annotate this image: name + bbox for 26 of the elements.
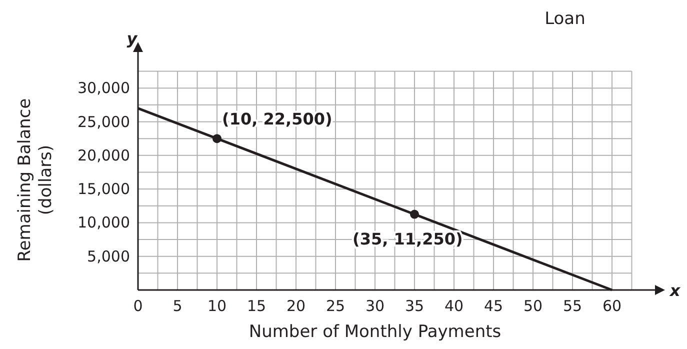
x-tick-label: 15 — [246, 297, 266, 315]
x-tick-label: 0 — [133, 297, 143, 315]
x-tick-label: 5 — [172, 297, 182, 315]
annotation: (35, 11,250) — [352, 229, 463, 248]
y-tick-label: 30,000 — [78, 79, 130, 98]
y-tick-label: 20,000 — [78, 146, 130, 164]
x-tick-label: 50 — [523, 297, 543, 315]
chart-title: Loan — [544, 9, 586, 29]
y-tick-label: 10,000 — [78, 214, 130, 232]
x-tick-label: 40 — [444, 297, 464, 315]
x-tick-label: 35 — [404, 297, 424, 315]
x-axis-title: Number of Monthly Payments — [248, 322, 502, 342]
annotation: (10, 22,500) — [222, 110, 332, 129]
y-tick-label: 15,000 — [78, 180, 130, 198]
x-tick-label: 10 — [207, 297, 227, 315]
x-tick-label: 20 — [286, 297, 306, 315]
x-tick-label: 45 — [484, 297, 504, 315]
y-tick-label: 5,000 — [87, 247, 130, 266]
x-tick-label: 55 — [562, 297, 582, 315]
text: y — [126, 29, 138, 48]
y-axis-title: Remaining Balance (dollars) — [15, 98, 56, 262]
x-tick-label: 60 — [602, 297, 622, 315]
x-tick-label: 25 — [326, 297, 346, 315]
text: x — [668, 281, 681, 300]
y-tick-label: 25,000 — [78, 112, 130, 131]
x-tick-label: 30 — [365, 297, 385, 315]
